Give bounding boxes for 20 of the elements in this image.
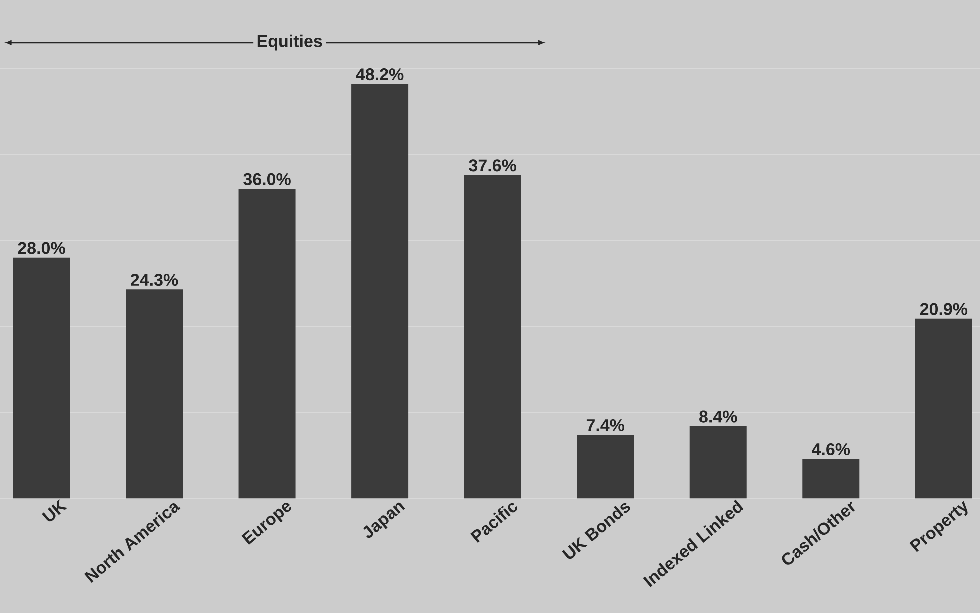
bar xyxy=(13,258,70,499)
data-label: 37.6% xyxy=(469,160,516,172)
bar xyxy=(802,459,860,499)
data-label: 28.0% xyxy=(18,242,66,254)
data-label: 8.4% xyxy=(700,410,738,423)
data-label: 24.3% xyxy=(131,274,178,286)
text: Equities xyxy=(258,34,322,51)
x-tick-label: UK xyxy=(42,499,68,522)
data-label: 48.2% xyxy=(356,68,404,81)
data-label: 7.4% xyxy=(586,419,625,432)
bar xyxy=(690,426,747,499)
data-label: 36.0% xyxy=(244,173,291,186)
bar xyxy=(915,318,972,499)
data-label: 20.9% xyxy=(920,303,968,316)
bar xyxy=(352,84,409,499)
bar xyxy=(238,189,296,499)
bar xyxy=(577,434,634,499)
data-label: 4.6% xyxy=(812,443,850,456)
bar xyxy=(464,175,522,499)
bar xyxy=(126,290,184,499)
